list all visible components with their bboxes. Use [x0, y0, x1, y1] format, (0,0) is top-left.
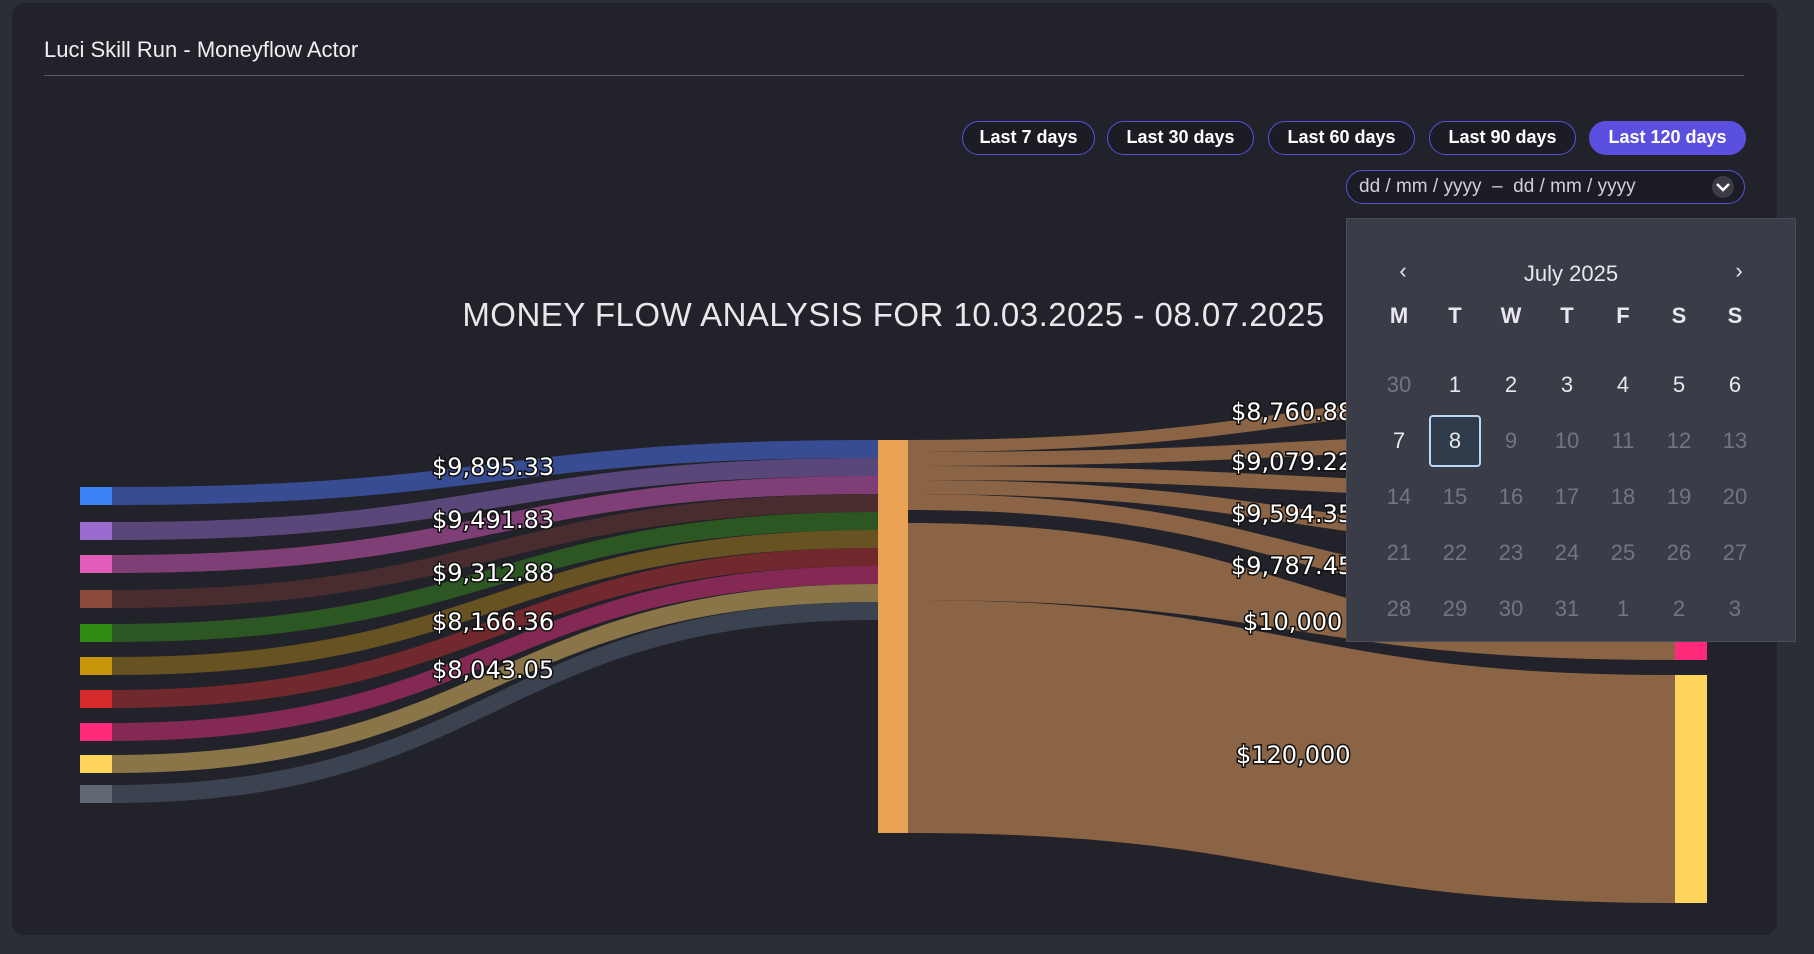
sankey-link-incoming: [112, 548, 878, 708]
calendar-day[interactable]: 6: [1728, 372, 1742, 397]
sankey-link-outgoing: [908, 600, 1675, 903]
calendar-popup: ‹ July 2025 › M T W T F S S 30 1 2 3 4 5 6 7 8 9 10 11 12 13…: [1346, 218, 1796, 642]
calendar-day: 27: [1722, 540, 1748, 565]
sankey-link-label: $9,895.33: [432, 453, 554, 481]
calendar-day: 26: [1666, 540, 1692, 565]
sankey-source-node: [80, 785, 112, 803]
sankey-link-incoming: [112, 458, 878, 540]
calendar-day: 9: [1504, 428, 1518, 453]
sankey-source-node: [80, 690, 112, 708]
calendar-day: 24: [1554, 540, 1580, 565]
sankey-source-node: [80, 657, 112, 675]
sankey-source-node: [80, 555, 112, 573]
calendar-month: July 2025: [1523, 261, 1619, 286]
calendar-day: 16: [1498, 484, 1524, 509]
chevron-right-icon[interactable]: ›: [1735, 258, 1743, 283]
calendar-day: 29: [1442, 596, 1468, 621]
sankey-link-label: $9,594.35: [1231, 500, 1353, 528]
calendar-day-selected[interactable]: 8: [1429, 415, 1481, 467]
calendar-day: 3: [1728, 596, 1742, 621]
chevron-down-icon[interactable]: [1712, 176, 1734, 198]
sankey-link-incoming: [112, 602, 878, 803]
sankey-source-node: [80, 755, 112, 773]
sankey-link-incoming: [112, 440, 878, 505]
date-range-value: dd / mm / yyyy – dd / mm / yyyy: [1359, 176, 1636, 197]
range-button-30-days[interactable]: Last 30 days: [1107, 121, 1254, 155]
calendar-day: 30: [1386, 372, 1412, 397]
sankey-link-label: $10,000: [1243, 608, 1342, 636]
calendar-day[interactable]: 4: [1616, 372, 1630, 397]
sankey-link-label: $8,760.88: [1231, 398, 1353, 426]
weekday-header: S: [1671, 303, 1687, 328]
sankey-link-label: $9,312.88: [432, 559, 554, 587]
sankey-link-label: $8,166.36: [432, 608, 554, 636]
calendar-day: 23: [1498, 540, 1524, 565]
calendar-day: 10: [1554, 428, 1580, 453]
sankey-hub-node: [878, 440, 908, 833]
calendar-day: 1: [1616, 596, 1630, 621]
weekday-header: W: [1500, 303, 1522, 328]
calendar-day: 18: [1610, 484, 1636, 509]
sankey-target-node: [1675, 640, 1707, 660]
calendar-day[interactable]: 1: [1448, 372, 1462, 397]
calendar-day: 28: [1386, 596, 1412, 621]
title-divider: [44, 75, 1744, 76]
sankey-source-node: [80, 723, 112, 741]
sankey-target-node: [1675, 675, 1707, 903]
calendar-day[interactable]: 3: [1560, 372, 1574, 397]
calendar-day: 13: [1722, 428, 1748, 453]
sankey-link-label: $120,000: [1236, 741, 1351, 769]
sankey-link-label: $8,043.05: [432, 656, 554, 684]
range-button-60-days[interactable]: Last 60 days: [1268, 121, 1415, 155]
calendar-day: 30: [1498, 596, 1524, 621]
calendar-day[interactable]: 7: [1392, 428, 1406, 453]
weekday-header: F: [1616, 303, 1630, 328]
sankey-link-outgoing: [908, 523, 1675, 660]
weekday-header: S: [1727, 303, 1743, 328]
calendar-day: 17: [1554, 484, 1580, 509]
sankey-link-incoming: [112, 476, 878, 573]
calendar-day: 22: [1442, 540, 1468, 565]
sankey-source-node: [80, 522, 112, 540]
calendar-day: 15: [1442, 484, 1468, 509]
calendar-day: 25: [1610, 540, 1636, 565]
sankey-source-node: [80, 487, 112, 505]
chevron-left-icon[interactable]: ‹: [1399, 258, 1407, 283]
sankey-link-label: $9,787.45: [1231, 552, 1353, 580]
weekday-header: T: [1448, 303, 1462, 328]
chart-title: MONEY FLOW ANALYSIS FOR 10.03.2025 - 08.…: [462, 296, 1325, 333]
sankey-link-incoming: [112, 530, 878, 675]
sankey-source-node: [80, 624, 112, 642]
calendar-day: 12: [1666, 428, 1692, 453]
sankey-link-incoming: [112, 512, 878, 642]
calendar-day: 21: [1386, 540, 1412, 565]
weekday-header: T: [1560, 303, 1574, 328]
sankey-link-incoming: [112, 494, 878, 608]
calendar-day: 11: [1611, 428, 1635, 453]
calendar-day[interactable]: 5: [1672, 372, 1686, 397]
sankey-link-label: $9,491.83: [432, 506, 554, 534]
sankey-link-incoming: [112, 584, 878, 773]
calendar-day: 2: [1672, 596, 1686, 621]
sankey-link-label: $9,079.22: [1231, 448, 1353, 476]
range-button-7-days[interactable]: Last 7 days: [962, 121, 1095, 155]
calendar-day: 14: [1386, 484, 1412, 509]
sankey-link-incoming: [112, 566, 878, 741]
calendar-day: 31: [1554, 596, 1580, 621]
page-title: Luci Skill Run - Moneyflow Actor: [44, 37, 359, 62]
date-range-input[interactable]: dd / mm / yyyy – dd / mm / yyyy: [1346, 170, 1745, 204]
range-button-90-days[interactable]: Last 90 days: [1429, 121, 1576, 155]
calendar-day: 20: [1722, 484, 1748, 509]
calendar-day[interactable]: 2: [1504, 372, 1518, 397]
sankey-source-node: [80, 590, 112, 608]
range-button-120-days[interactable]: Last 120 days: [1589, 121, 1746, 155]
calendar-day: 19: [1666, 484, 1692, 509]
calendar-grid: M T W T F S S 30 1 2 3 4 5 6 7 8 9 10 11 12 13 14 15 16 17 18 19 20…: [1371, 301, 1763, 637]
weekday-header: M: [1389, 303, 1409, 328]
